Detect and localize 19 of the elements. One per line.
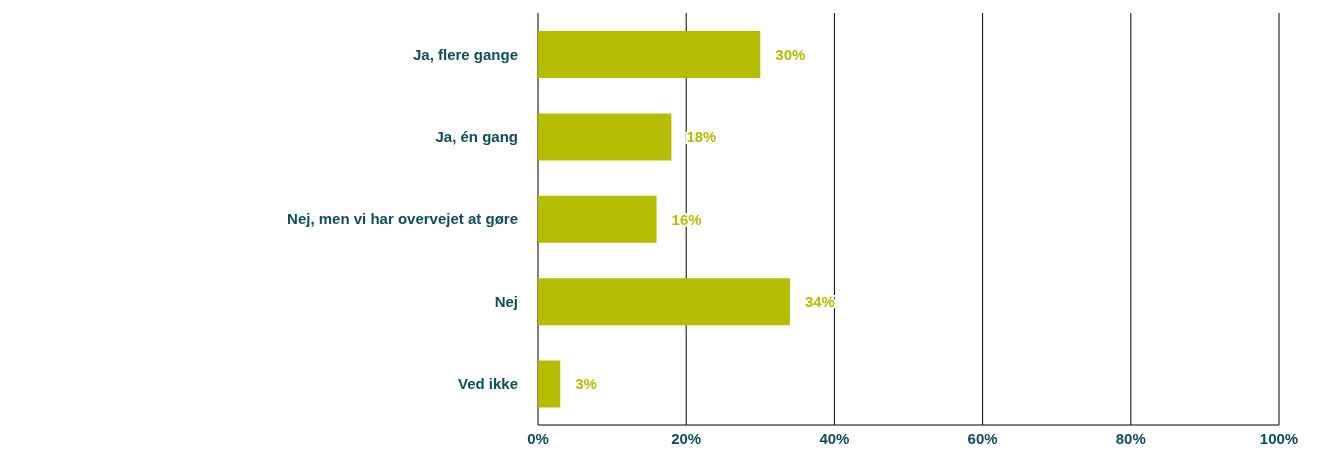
y-tick-label: Ja, én gang [435,127,518,145]
y-tick-label: Ja, flere gange [412,45,518,63]
x-tick-label: 80% [1115,429,1146,447]
x-tick-label: 60% [967,429,998,447]
bar [538,360,561,408]
bar [538,31,761,78]
y-tick-label: Nej [494,292,518,310]
bar [538,278,790,326]
x-tick-label: 20% [671,429,702,447]
x-tick-label: 40% [819,429,850,447]
x-tick-label: 100% [1259,429,1299,447]
bar [538,195,657,243]
x-tick-label: 0% [527,429,549,447]
data-label: 3% [575,375,597,393]
y-tick-label: Nej, men vi har overvejet at gøre [287,210,518,228]
data-label: 30% [775,45,806,63]
data-label: 18% [686,128,717,146]
bar [538,113,672,161]
y-tick-label: Ved ikke [457,375,518,393]
